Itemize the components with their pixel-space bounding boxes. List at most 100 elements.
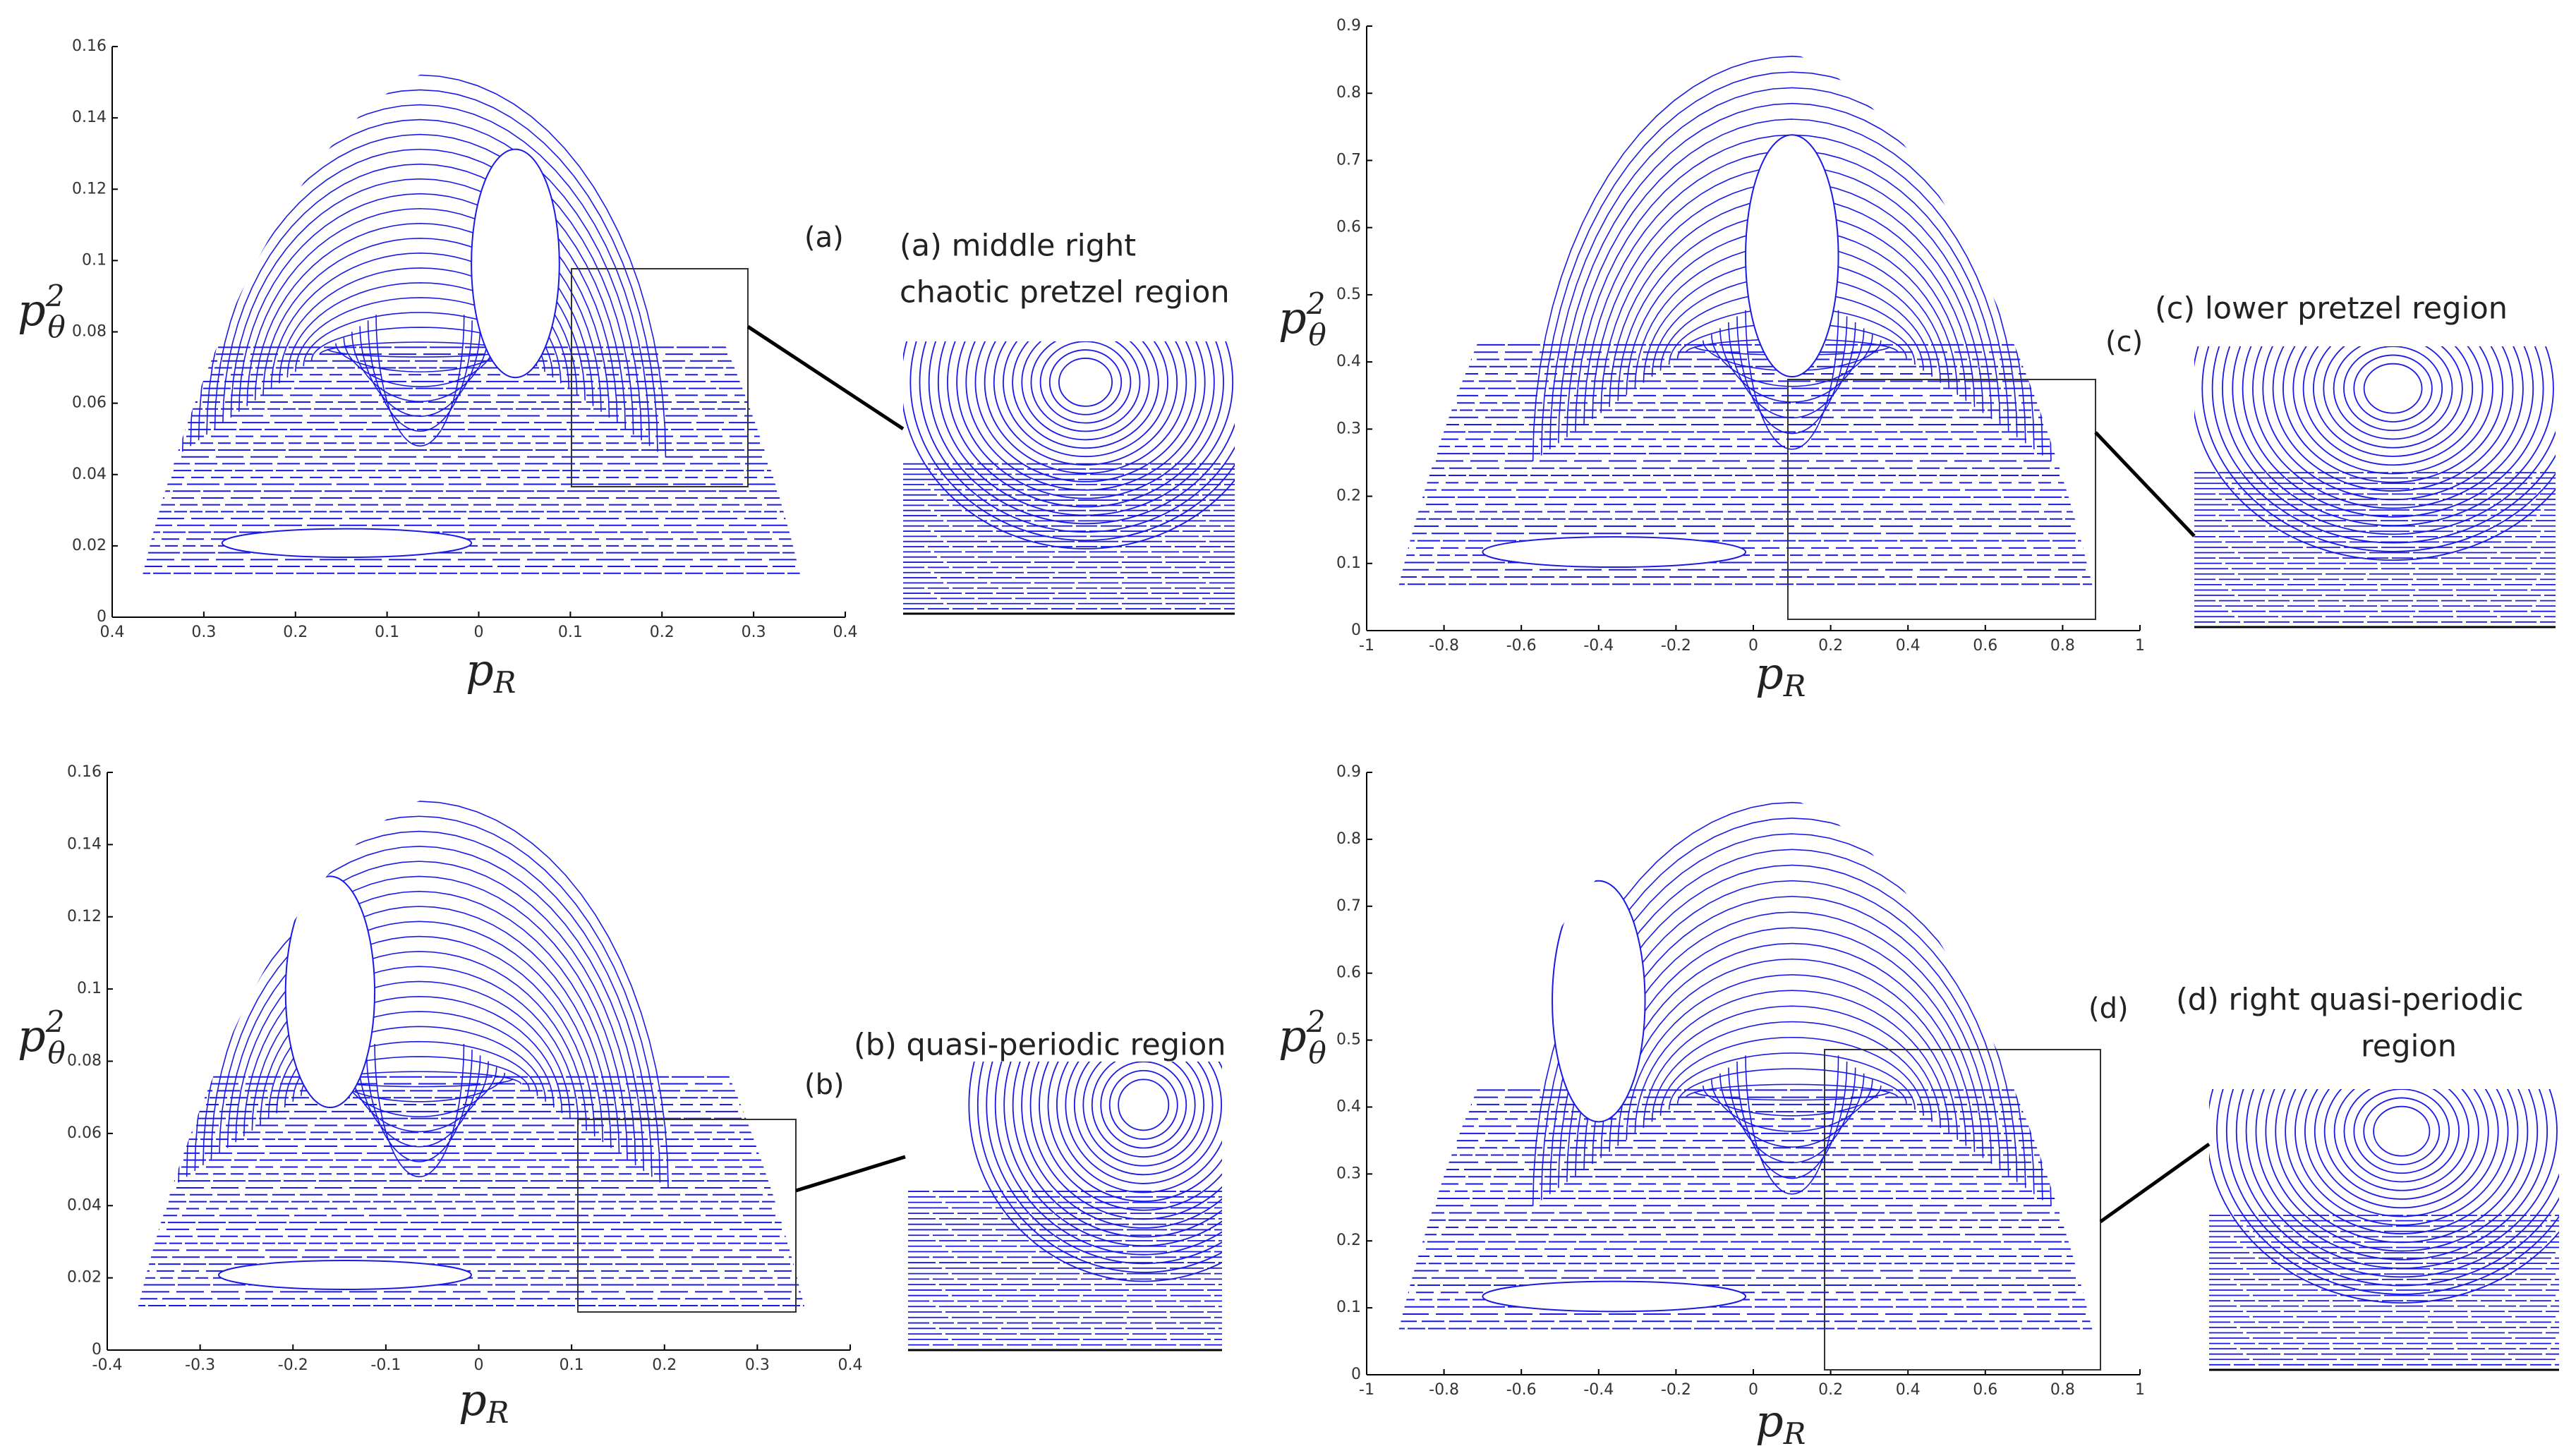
y-label-sup: 2 — [45, 1004, 65, 1039]
x-tick-label: 0.1 — [558, 624, 583, 641]
orbit — [262, 238, 578, 395]
orbit — [230, 178, 610, 418]
orbit — [2294, 1089, 2509, 1226]
x-label-base: p — [466, 644, 494, 695]
y-tick-label: 0.6 — [1336, 219, 1361, 236]
y-tick-label: 0.08 — [67, 1052, 102, 1070]
orbit — [2353, 1089, 2450, 1174]
orbit — [246, 207, 594, 406]
orbit — [937, 341, 1234, 516]
y-tick-label: 0.06 — [67, 1124, 102, 1142]
orbit — [1065, 1062, 1222, 1184]
y-tick-label: 0.9 — [1336, 763, 1361, 781]
orbit — [2211, 346, 2556, 544]
y-tick-label: 0.04 — [67, 1196, 102, 1214]
orbit — [968, 1062, 1222, 1282]
y-tick-label: 0.1 — [1336, 554, 1361, 572]
x-tick-label: -0.4 — [92, 1356, 123, 1374]
x-tick-label: -0.6 — [1506, 637, 1537, 655]
x-tick-label: 0.2 — [283, 624, 308, 641]
x-label-sub: R — [1783, 1416, 1806, 1446]
x-tick-label: 0.4 — [833, 624, 858, 641]
orbit — [1091, 1062, 1196, 1158]
orbit — [2222, 346, 2556, 535]
orbit — [2201, 346, 2556, 552]
orbit — [2209, 1089, 2559, 1304]
orbit — [174, 74, 667, 458]
orbit — [2265, 1089, 2539, 1252]
x-tick-label: 0.4 — [838, 1356, 863, 1374]
orbit — [2235, 1089, 2559, 1278]
x-axis-label: pR — [459, 1374, 509, 1430]
y-tick-label: 0 — [1351, 1366, 1361, 1383]
x-tick-label: -0.2 — [1661, 1381, 1691, 1399]
x-tick-label: 0.1 — [560, 1356, 584, 1374]
x-label-sub: R — [486, 1395, 509, 1430]
x-tick-label: -1 — [1359, 637, 1374, 655]
y-tick-label: 0.1 — [82, 251, 107, 269]
island — [471, 148, 560, 379]
y-tick-label: 0.4 — [1336, 353, 1361, 370]
orbit — [1736, 316, 1848, 435]
inset — [908, 1062, 1222, 1350]
orbit — [2373, 1105, 2431, 1157]
orbit — [254, 222, 586, 401]
orbit — [928, 341, 1235, 525]
island — [221, 528, 473, 559]
x-tick-label: -0.6 — [1506, 1381, 1537, 1399]
orbit — [1634, 990, 1950, 1134]
y-tick-label: 0.06 — [72, 394, 107, 412]
orbit — [222, 163, 618, 423]
orbit — [351, 332, 489, 402]
orbit — [1736, 1061, 1848, 1179]
y-tick-label: 0.3 — [1336, 1165, 1361, 1182]
y-tick-label: 0.02 — [67, 1269, 102, 1287]
y-tick-label: 0.08 — [72, 323, 107, 341]
inset-title: (a) middle right — [900, 229, 1136, 264]
x-tick-label: 0 — [474, 624, 484, 641]
orbit — [2216, 1089, 2559, 1295]
orbit — [2225, 1089, 2559, 1287]
connector — [2094, 431, 2196, 537]
y-tick-label: 0.1 — [1336, 1299, 1361, 1316]
y-tick-label: 0.6 — [1336, 964, 1361, 982]
orbit — [226, 906, 612, 1148]
y-tick-label: 0.5 — [1336, 1031, 1361, 1049]
x-label-base: p — [1755, 648, 1784, 699]
inset-title: chaotic pretzel region — [900, 275, 1230, 310]
orbit — [375, 315, 465, 447]
panel: -1 -0.8 -0.6 -0.4 -0.2 0 0.2 0.4 0.6 0.8 1 0 0.1 0.2 0… — [1278, 17, 2556, 703]
orbit — [1617, 958, 1967, 1146]
orbit — [251, 951, 587, 1131]
y-tick-label: 0.2 — [1336, 487, 1361, 505]
orbit — [1012, 341, 1159, 449]
x-label-sub: R — [1783, 669, 1806, 703]
x-tick-label: -0.8 — [1429, 637, 1459, 655]
section-texture — [141, 74, 802, 574]
x-tick-label: -0.3 — [185, 1356, 215, 1374]
orbit — [219, 890, 620, 1154]
y-label-base: p — [18, 284, 46, 336]
x-tick-label: 0 — [1748, 1381, 1758, 1399]
y-tick-label: 0.02 — [72, 537, 107, 554]
orbit — [2262, 346, 2524, 501]
orbit — [343, 337, 497, 387]
y-tick-label: 0 — [92, 1341, 102, 1359]
island — [1482, 1280, 1747, 1313]
orbit — [1021, 341, 1150, 441]
orbit — [243, 935, 595, 1136]
orbit — [993, 341, 1178, 466]
orbit — [2285, 1089, 2519, 1234]
zoom-box — [1824, 1049, 2101, 1371]
island — [1745, 134, 1839, 378]
orbit — [1659, 1036, 1924, 1116]
orbit — [1668, 1052, 1916, 1110]
orbit — [1728, 322, 1856, 419]
orbit — [919, 341, 1235, 533]
x-tick-label: 0.4 — [100, 624, 125, 641]
orbit — [349, 1061, 489, 1133]
y-label-sub: θ — [1308, 317, 1326, 352]
x-tick-label: -1 — [1359, 1381, 1374, 1399]
y-axis-label: p2 θ — [1278, 286, 1326, 352]
